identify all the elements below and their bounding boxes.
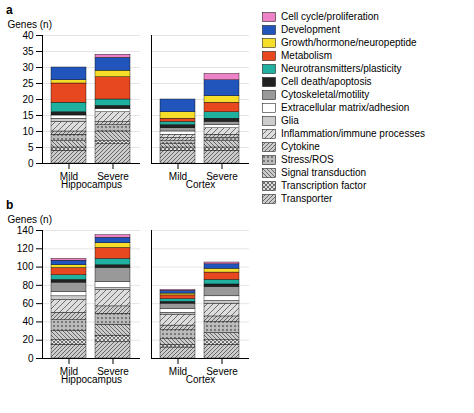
svg-text:60: 60	[22, 298, 34, 309]
svg-text:120: 120	[17, 243, 34, 254]
svg-text:Severe: Severe	[206, 170, 238, 182]
html-text:Signal transduction: Signal transduction	[281, 167, 367, 178]
svg-text:Genes (n): Genes (n)	[8, 19, 52, 30]
html-text:a: a	[6, 3, 13, 17]
svg-text:40: 40	[22, 30, 34, 41]
svg-text:Hippocampus: Hippocampus	[61, 179, 122, 190]
svg-text:35: 35	[22, 46, 34, 57]
svg-text:Mild: Mild	[59, 170, 79, 182]
html-text:Development: Development	[281, 24, 340, 35]
svg-text:100: 100	[17, 261, 34, 272]
svg-text:Severe: Severe	[206, 365, 238, 377]
svg-text:140: 140	[17, 225, 34, 236]
html-text:Transcription factor: Transcription factor	[281, 180, 367, 191]
svg-text:Genes (n): Genes (n)	[8, 214, 52, 225]
html-text:Glia: Glia	[281, 115, 299, 126]
svg-text:25: 25	[22, 78, 34, 89]
svg-text:5: 5	[28, 142, 34, 153]
svg-text:Cortex: Cortex	[186, 179, 215, 190]
svg-text:Severe: Severe	[97, 170, 129, 182]
svg-text:20: 20	[22, 94, 34, 105]
html-text:Stress/ROS: Stress/ROS	[281, 154, 334, 165]
svg-text:Mild: Mild	[169, 366, 187, 377]
html-text:Cytokine: Cytokine	[281, 141, 320, 152]
svg-text:Cortex: Cortex	[186, 374, 215, 385]
svg-text:30: 30	[22, 62, 34, 73]
svg-text:80: 80	[22, 280, 34, 291]
html-text:Neurotransmitters/plasticity: Neurotransmitters/plasticity	[281, 63, 402, 74]
svg-text:Hippocampus: Hippocampus	[61, 374, 122, 385]
svg-text:15: 15	[22, 110, 34, 121]
html-text:Transporter: Transporter	[281, 193, 333, 204]
svg-text:Severe: Severe	[97, 365, 129, 377]
html-text:Extracellular matrix/adhesion: Extracellular matrix/adhesion	[281, 102, 410, 113]
svg-text:0: 0	[28, 158, 34, 169]
html-text:Growth/hormone/neuropeptide: Growth/hormone/neuropeptide	[281, 37, 417, 48]
html-text:Cell cycle/proliferation: Cell cycle/proliferation	[281, 11, 379, 22]
svg-text:Mild: Mild	[169, 171, 187, 182]
svg-text:10: 10	[22, 126, 34, 137]
html-text:Cytoskeletal/motility: Cytoskeletal/motility	[281, 89, 370, 100]
svg-text:Mild: Mild	[59, 365, 79, 377]
svg-text:40: 40	[22, 316, 34, 327]
html-text:b: b	[6, 198, 14, 212]
svg-text:0: 0	[28, 353, 34, 364]
html-text:Cell death/apoptosis: Cell death/apoptosis	[281, 76, 372, 87]
html-text:Inflammation/immune processes: Inflammation/immune processes	[281, 128, 425, 139]
html-text:Metabolism: Metabolism	[281, 50, 333, 61]
svg-text:20: 20	[22, 334, 34, 345]
